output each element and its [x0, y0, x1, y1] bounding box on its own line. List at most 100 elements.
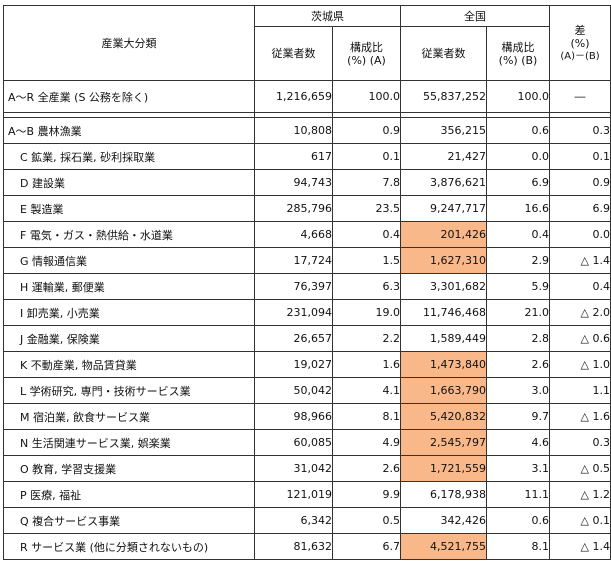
ibaraki-employees: 10,808: [254, 117, 333, 144]
industry-name: R サービス業 (他に分類されないもの): [3, 533, 255, 560]
table-row: Q 複合サービス事業 6,342 0.5 342,426 0.6 △ 0.1: [3, 507, 611, 534]
ibaraki-ratio: 0.1: [332, 143, 401, 170]
diff-value: 0.3: [549, 429, 611, 456]
industry-name: P 医療, 福祉: [3, 481, 255, 508]
national-employees: 1,589,449: [400, 325, 487, 352]
national-ratio: 3.1: [486, 455, 550, 482]
national-employees: 356,215: [400, 117, 487, 144]
national-employees: 9,247,717: [400, 195, 487, 222]
header-national-ratio: 構成比 (%) (B): [486, 26, 550, 81]
national-employees: 3,301,682: [400, 273, 487, 300]
ibaraki-employees: 285,796: [254, 195, 333, 222]
national-ratio: 6.9: [486, 169, 550, 196]
diff-value: 0.9: [549, 169, 611, 196]
ibaraki-ratio: 23.5: [332, 195, 401, 222]
total-national-employees: 55,837,252: [400, 80, 487, 113]
diff-value: △ 1.4: [549, 247, 611, 274]
ibaraki-ratio: 1.5: [332, 247, 401, 274]
ibaraki-employees: 81,632: [254, 533, 333, 560]
national-ratio: 8.1: [486, 533, 550, 560]
header-ibaraki-ratio-line2: (%) (A): [347, 53, 386, 67]
diff-value: △ 1.2: [549, 481, 611, 508]
national-ratio: 5.9: [486, 273, 550, 300]
industry-name: I 卸売業, 小売業: [3, 299, 255, 326]
total-row: A～R 全産業 (S 公務を除く) 1,216,659 100.0 55,837…: [3, 80, 611, 113]
national-ratio: 2.9: [486, 247, 550, 274]
diff-value: 0.4: [549, 273, 611, 300]
national-employees: 201,426: [400, 221, 487, 248]
ibaraki-employees: 4,668: [254, 221, 333, 248]
ibaraki-employees: 17,724: [254, 247, 333, 274]
diff-value: △ 1.6: [549, 403, 611, 430]
industry-name: O 教育, 学習支援業: [3, 455, 255, 482]
ibaraki-employees: 60,085: [254, 429, 333, 456]
national-employees: 1,473,840: [400, 351, 487, 378]
industry-name: J 金融業, 保険業: [3, 325, 255, 352]
industry-name: M 宿泊業, 飲食サービス業: [3, 403, 255, 430]
industry-name: K 不動産業, 物品賃貸業: [3, 351, 255, 378]
table-row: R サービス業 (他に分類されないもの) 81,632 6.7 4,521,755 8.…: [3, 533, 611, 560]
ibaraki-ratio: 4.1: [332, 377, 401, 404]
national-ratio: 0.6: [486, 117, 550, 144]
ibaraki-ratio: 8.1: [332, 403, 401, 430]
diff-value: 0.0: [549, 221, 611, 248]
ibaraki-employees: 94,743: [254, 169, 333, 196]
industry-name: E 製造業: [3, 195, 255, 222]
ibaraki-employees: 6,342: [254, 507, 333, 534]
national-ratio: 0.4: [486, 221, 550, 248]
industry-name: G 情報通信業: [3, 247, 255, 274]
header-diff-line2: (%): [570, 36, 590, 50]
header-ibaraki-ratio: 構成比 (%) (A): [332, 26, 401, 81]
header-national-ratio-line1: 構成比: [501, 40, 535, 54]
table-body: A～R 全産業 (S 公務を除く) 1,216,659 100.0 55,837…: [3, 80, 611, 560]
header-ibaraki: 茨城県: [254, 5, 401, 27]
national-employees: 1,663,790: [400, 377, 487, 404]
national-employees: 4,521,755: [400, 533, 487, 560]
industry-name: C 鉱業, 採石業, 砂利採取業: [3, 143, 255, 170]
header-ibaraki-ratio-line1: 構成比: [350, 40, 383, 54]
national-ratio: 4.6: [486, 429, 550, 456]
table-row: F 電気・ガス・熱供給・水道業 4,668 0.4 201,426 0.4 0.0: [3, 221, 611, 248]
header-diff: 差 (%) (A)－(B): [549, 5, 611, 81]
header-national-ratio-line2: (%) (B): [498, 53, 538, 67]
national-ratio: 9.7: [486, 403, 550, 430]
industry-name: Q 複合サービス事業: [3, 507, 255, 534]
table-row: H 運輸業, 郵便業 76,397 6.3 3,301,682 5.9 0.4: [3, 273, 611, 300]
national-ratio: 3.0: [486, 377, 550, 404]
ibaraki-ratio: 0.5: [332, 507, 401, 534]
ibaraki-ratio: 2.2: [332, 325, 401, 352]
national-ratio: 0.0: [486, 143, 550, 170]
header-row-top: 産業大分類 茨城県 全国 差 (%) (A)－(B): [3, 5, 611, 81]
ibaraki-employees: 26,657: [254, 325, 333, 352]
total-national-ratio: 100.0: [486, 80, 550, 113]
table-row: D 建設業 94,743 7.8 3,876,621 6.9 0.9: [3, 169, 611, 196]
national-employees: 1,627,310: [400, 247, 487, 274]
header-national-employees: 従業者数: [400, 26, 487, 81]
ibaraki-ratio: 7.8: [332, 169, 401, 196]
diff-value: 0.3: [549, 117, 611, 144]
ibaraki-ratio: 19.0: [332, 299, 401, 326]
ibaraki-ratio: 4.9: [332, 429, 401, 456]
national-employees: 11,746,468: [400, 299, 487, 326]
header-diff-line1: 差: [574, 23, 586, 37]
diff-value: △ 0.6: [549, 325, 611, 352]
table-row: J 金融業, 保険業 26,657 2.2 1,589,449 2.8 △ 0.6: [3, 325, 611, 352]
ibaraki-ratio: 0.4: [332, 221, 401, 248]
ibaraki-employees: 98,966: [254, 403, 333, 430]
total-name: A～R 全産業 (S 公務を除く): [3, 80, 255, 113]
ibaraki-employees: 50,042: [254, 377, 333, 404]
table-row: P 医療, 福祉 121,019 9.9 6,178,938 11.1 △ 1.2: [3, 481, 611, 508]
diff-value: △ 0.5: [549, 455, 611, 482]
diff-value: △ 1.0: [549, 351, 611, 378]
ibaraki-ratio: 0.9: [332, 117, 401, 144]
national-employees: 3,876,621: [400, 169, 487, 196]
header-row-bottom: 従業者数 構成比 (%) (A) 従業者数 構成比 (%) (B): [4, 26, 611, 81]
national-employees: 6,178,938: [400, 481, 487, 508]
table-row: O 教育, 学習支援業 31,042 2.6 1,721,559 3.1 △ 0.5: [3, 455, 611, 482]
diff-value: △ 0.1: [549, 507, 611, 534]
table-row: I 卸売業, 小売業 231,094 19.0 11,746,468 21.0 △ 2.0: [3, 299, 611, 326]
industry-name: L 学術研究, 専門・技術サービス業: [3, 377, 255, 404]
table-row: C 鉱業, 採石業, 砂利採取業 617 0.1 21,427 0.0 0.1: [3, 143, 611, 170]
national-ratio: 2.8: [486, 325, 550, 352]
ibaraki-employees: 31,042: [254, 455, 333, 482]
